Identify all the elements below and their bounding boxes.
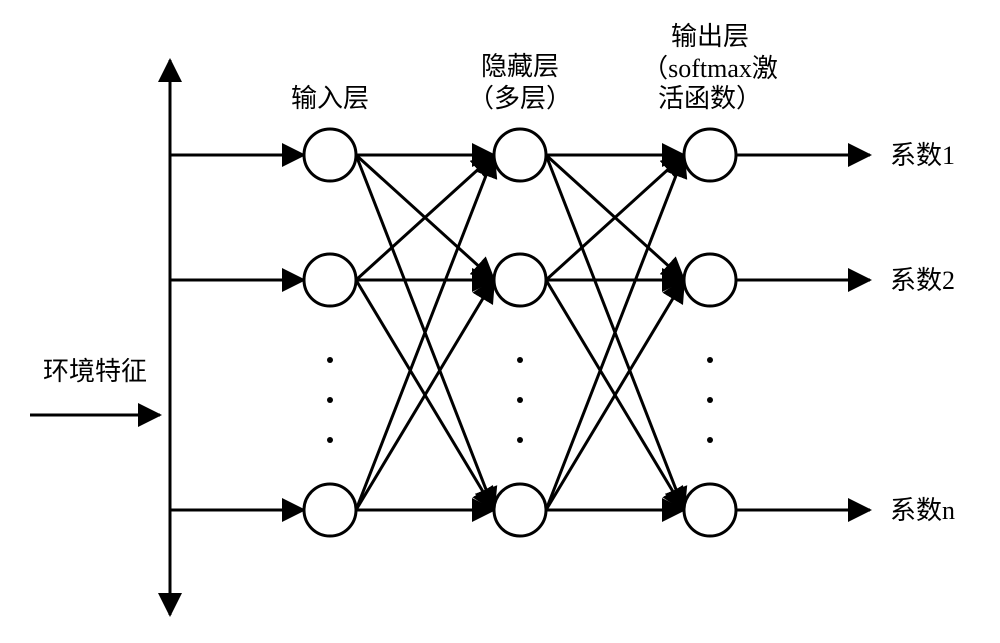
output-node — [684, 254, 736, 306]
ellipsis-dot — [707, 357, 713, 363]
ellipsis-dot — [327, 437, 333, 443]
ellipsis-dot — [517, 357, 523, 363]
ellipsis-dot — [517, 437, 523, 443]
ellipsis-dot — [707, 397, 713, 403]
col-title-hidden-2: （多层） — [468, 84, 572, 113]
ellipsis-dot — [327, 357, 333, 363]
output-label: 系数1 — [890, 141, 955, 170]
hidden-node — [494, 129, 546, 181]
ellipsis-dot — [707, 437, 713, 443]
col-title-hidden-1: 隐藏层 — [481, 52, 559, 81]
hidden-node — [494, 484, 546, 536]
output-node — [684, 484, 736, 536]
ellipsis-dot — [327, 397, 333, 403]
col-title-input: 输入层 — [291, 84, 369, 113]
output-label: 系数2 — [890, 266, 955, 295]
nn-diagram: 环境特征 输入层 隐藏层 （多层） 输出层 （softmax激活函数） 系数1 系数2 系数n — [0, 0, 1000, 643]
col-title-output-2: （softmax激 — [642, 54, 778, 83]
hidden-node — [494, 254, 546, 306]
output-label: 系数n — [890, 496, 955, 525]
ellipsis-dot — [517, 397, 523, 403]
input-node — [304, 254, 356, 306]
input-node — [304, 129, 356, 181]
env-feature-label: 环境特征 — [43, 357, 147, 386]
input-node — [304, 484, 356, 536]
col-title-output-3: 活函数） — [658, 84, 762, 113]
col-title-output-1: 输出层 — [671, 22, 749, 51]
output-node — [684, 129, 736, 181]
